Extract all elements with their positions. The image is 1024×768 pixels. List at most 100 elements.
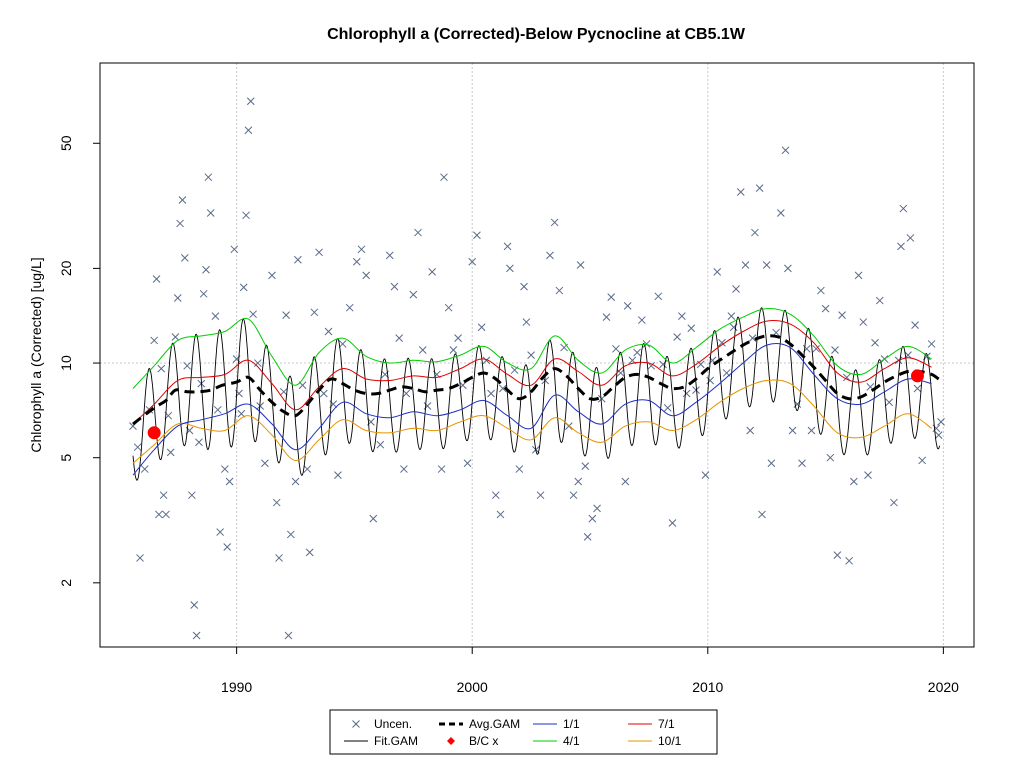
marker-stroke bbox=[817, 286, 825, 295]
data-point-uncen bbox=[291, 477, 300, 486]
marker-stroke bbox=[225, 477, 234, 486]
marker-stroke bbox=[409, 290, 418, 299]
marker-stroke bbox=[663, 404, 672, 412]
marker-stroke bbox=[376, 440, 385, 449]
marker-stroke bbox=[473, 231, 481, 240]
marker-stroke bbox=[736, 188, 745, 196]
marker-stroke bbox=[831, 346, 839, 354]
data-point-uncen bbox=[204, 173, 213, 182]
marker-stroke bbox=[468, 257, 477, 266]
data-point-uncen bbox=[913, 384, 922, 393]
legend-label: 4/1 bbox=[563, 734, 580, 748]
marker-stroke bbox=[673, 333, 682, 341]
data-point-uncen bbox=[762, 261, 771, 269]
y-axis: 2 5 10 20 50 bbox=[58, 135, 101, 587]
y-tick-label: 5 bbox=[58, 454, 74, 462]
legend-entry: 1/1 bbox=[533, 717, 580, 731]
data-point-uncen bbox=[188, 491, 196, 500]
data-point-uncen bbox=[272, 498, 281, 507]
data-point-uncen bbox=[345, 303, 354, 312]
marker-stroke bbox=[192, 631, 201, 640]
marker-stroke bbox=[190, 601, 199, 609]
data-point-uncen bbox=[503, 242, 512, 251]
data-point-uncen bbox=[536, 491, 545, 500]
data-point-uncen bbox=[159, 491, 168, 500]
marker-stroke bbox=[588, 514, 597, 523]
data-point-uncen bbox=[444, 303, 453, 312]
legend-entry: B/C x bbox=[447, 734, 498, 748]
data-point-uncen bbox=[230, 245, 239, 254]
marker-stroke bbox=[718, 338, 726, 347]
marker-stroke bbox=[934, 431, 943, 439]
marker-stroke bbox=[239, 283, 248, 292]
marker-stroke bbox=[713, 267, 722, 276]
marker-stroke bbox=[136, 554, 144, 562]
data-point-uncen bbox=[195, 438, 203, 447]
marker-stroke bbox=[237, 409, 246, 418]
marker-stroke bbox=[583, 533, 592, 541]
marker-stroke bbox=[597, 394, 606, 403]
marker-stroke bbox=[937, 418, 945, 426]
data-point-uncen bbox=[324, 327, 333, 336]
marker-stroke bbox=[352, 720, 360, 728]
data-point-uncen bbox=[741, 261, 750, 269]
data-point-uncen bbox=[440, 173, 448, 182]
data-point-uncen bbox=[621, 477, 630, 486]
data-point-uncen bbox=[303, 465, 312, 473]
marker-stroke bbox=[221, 465, 229, 473]
marker-stroke bbox=[242, 211, 250, 220]
marker-stroke bbox=[216, 528, 224, 536]
marker-stroke bbox=[727, 312, 736, 320]
marker-stroke bbox=[152, 275, 161, 283]
data-point-uncen bbox=[706, 376, 715, 385]
avg-gam-line bbox=[132, 334, 940, 426]
data-point-uncen bbox=[918, 456, 927, 465]
marker-stroke bbox=[821, 304, 830, 313]
data-point-uncen bbox=[268, 271, 276, 280]
legend-label: 1/1 bbox=[563, 717, 580, 731]
marker-stroke bbox=[319, 389, 328, 398]
marker-stroke bbox=[574, 477, 583, 486]
bc-point bbox=[910, 369, 924, 383]
data-point-uncen bbox=[616, 369, 625, 377]
data-point-uncen bbox=[701, 471, 710, 480]
data-point-uncen bbox=[678, 312, 686, 320]
data-point-uncen bbox=[369, 514, 378, 523]
marker-stroke bbox=[211, 312, 220, 320]
data-point-uncen bbox=[897, 242, 905, 251]
marker-stroke bbox=[746, 426, 755, 435]
marker-stroke bbox=[767, 459, 776, 468]
marker-stroke bbox=[310, 308, 319, 317]
data-point-uncen bbox=[468, 257, 477, 266]
data-point-uncen bbox=[477, 323, 486, 332]
marker-stroke bbox=[482, 356, 491, 365]
marker-stroke bbox=[546, 251, 554, 260]
data-point-uncen bbox=[237, 409, 246, 418]
marker-stroke bbox=[854, 271, 863, 280]
marker-stroke bbox=[576, 261, 585, 269]
data-point-uncen bbox=[859, 318, 868, 326]
marker-stroke bbox=[692, 386, 700, 394]
data-point-uncen bbox=[223, 543, 232, 551]
data-point-uncen bbox=[736, 188, 745, 196]
marker-stroke bbox=[385, 251, 394, 260]
data-point-uncen bbox=[798, 459, 806, 468]
marker-stroke bbox=[249, 310, 257, 319]
marker-stroke bbox=[305, 548, 314, 557]
legend-entry: 4/1 bbox=[533, 734, 580, 748]
marker-stroke bbox=[178, 196, 187, 204]
data-point-uncen bbox=[637, 316, 646, 324]
data-point-uncen bbox=[588, 514, 597, 523]
data-point-uncen bbox=[402, 389, 411, 398]
marker-stroke bbox=[633, 348, 641, 357]
marker-stroke bbox=[357, 245, 366, 254]
marker-stroke bbox=[324, 327, 333, 336]
marker-stroke bbox=[607, 293, 616, 302]
marker-stroke bbox=[758, 510, 766, 519]
data-point-uncen bbox=[239, 283, 248, 292]
marker-stroke bbox=[536, 491, 545, 500]
data-point-uncen bbox=[376, 440, 385, 449]
marker-stroke bbox=[230, 245, 239, 254]
marker-stroke bbox=[440, 173, 448, 182]
data-point-uncen bbox=[275, 554, 283, 562]
